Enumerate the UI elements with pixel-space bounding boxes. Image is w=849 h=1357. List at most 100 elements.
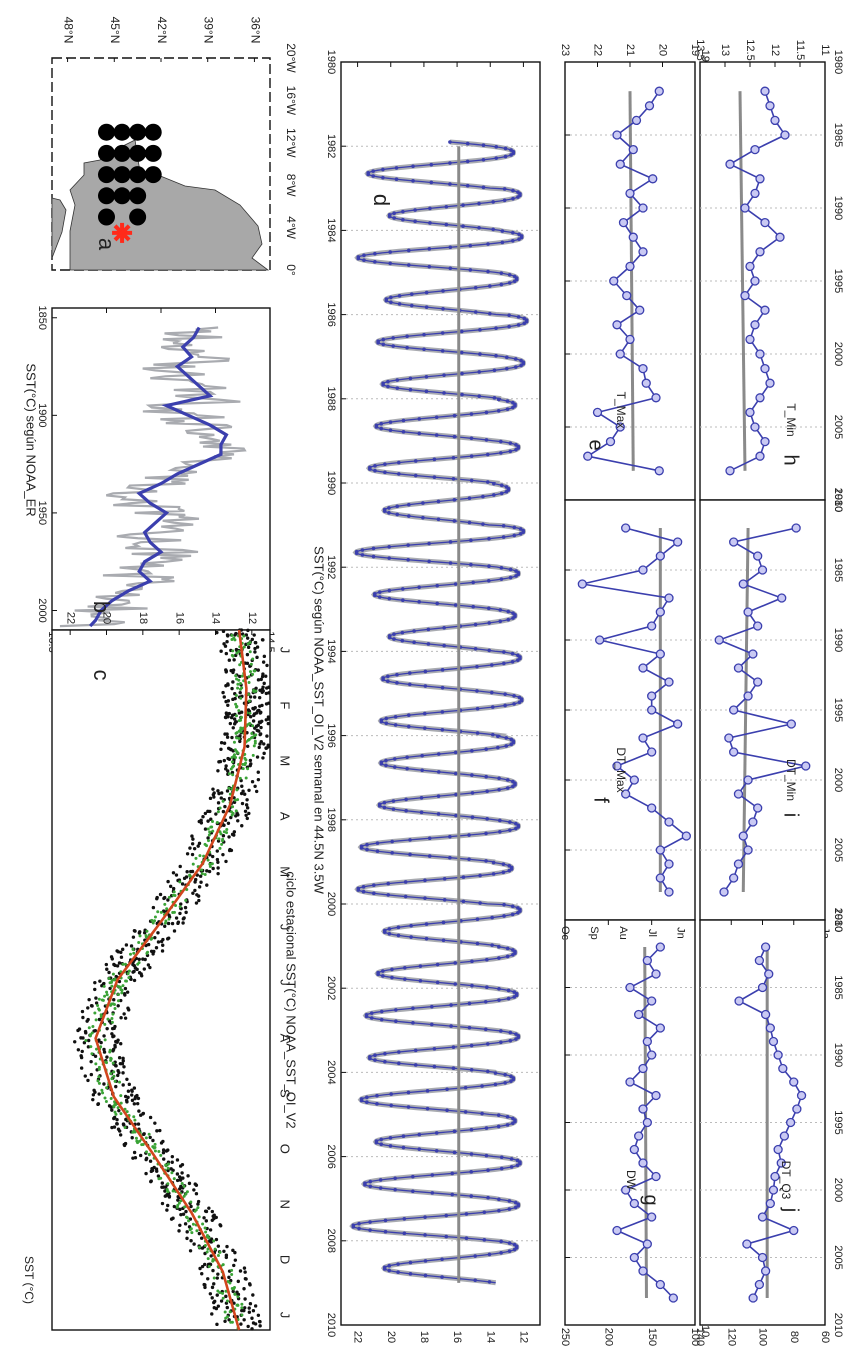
weekly-sst-point <box>392 211 396 216</box>
weekly-sst-point <box>487 536 491 541</box>
weekly-sst-point <box>417 417 422 421</box>
weekly-sst-point <box>390 967 394 972</box>
weekly-sst-point <box>390 975 394 980</box>
weekly-sst-point <box>252 688 256 692</box>
weekly-sst-point <box>413 473 418 478</box>
daily-sst-point <box>187 1181 192 1186</box>
weekly-sst-point <box>392 637 396 641</box>
panel-h-ytick-label: 11 <box>819 44 831 55</box>
daily-sst-point <box>245 744 250 748</box>
panel-j-point <box>757 982 768 993</box>
weekly-sst-point <box>511 230 515 235</box>
weekly-sst-point <box>502 187 507 191</box>
weekly-sst-point <box>396 1270 400 1275</box>
bottom-year-label: 2005 <box>832 415 844 439</box>
daily-sst-point <box>170 1160 174 1164</box>
panel-f-point <box>655 845 665 855</box>
daily-sst-point <box>224 859 228 864</box>
weekly-sst-point <box>408 376 413 381</box>
lon-tick-label: 12°W <box>284 128 298 158</box>
weekly-sst-point <box>403 977 407 981</box>
weekly-sst-point <box>396 933 401 938</box>
grid-point <box>113 187 131 205</box>
daily-sst-point <box>255 645 260 649</box>
weekly-sst-point <box>150 918 154 922</box>
weekly-sst-point <box>477 394 482 399</box>
panel-j-point <box>760 1266 771 1276</box>
weekly-sst-point <box>164 1163 168 1167</box>
grid-point <box>113 166 131 184</box>
weekly-sst-point <box>514 574 518 578</box>
daily-sst-point <box>146 963 151 967</box>
daily-sst-point <box>166 879 170 884</box>
weekly-sst-point <box>511 784 515 789</box>
daily-sst-point <box>119 1041 123 1046</box>
daily-sst-point <box>161 1148 166 1152</box>
weekly-sst-point <box>237 678 241 682</box>
daily-sst-point <box>258 1320 262 1324</box>
weekly-sst-point <box>408 1260 413 1265</box>
weekly-sst-point <box>512 525 517 530</box>
weekly-sst-point <box>453 750 458 755</box>
weekly-sst-point <box>231 649 235 653</box>
panel-i-point <box>719 887 729 897</box>
weekly-sst-point <box>424 290 429 295</box>
weekly-sst-point <box>423 1273 428 1278</box>
weekly-sst-point <box>432 475 437 479</box>
weekly-sst-point <box>395 378 400 382</box>
daily-sst-point <box>247 1306 251 1310</box>
weekly-sst-point <box>97 1007 101 1011</box>
weekly-sst-point <box>251 724 255 728</box>
weekly-sst-point <box>492 481 496 486</box>
daily-sst-point <box>243 792 247 796</box>
daily-sst-point <box>183 905 188 910</box>
panel-d-ytick-label: 12 <box>518 1331 530 1343</box>
panel-g-point <box>625 982 635 993</box>
daily-sst-point <box>222 758 226 763</box>
weekly-sst-point <box>109 1072 113 1076</box>
daily-sst-point <box>121 1059 125 1063</box>
weekly-sst-point <box>236 686 240 690</box>
weekly-sst-point <box>473 622 478 627</box>
weekly-sst-point <box>409 303 414 308</box>
daily-sst-point <box>133 1094 138 1099</box>
month-label: J <box>278 979 293 986</box>
daily-sst-point <box>219 791 224 795</box>
daily-sst-point <box>267 691 271 695</box>
daily-sst-point <box>132 963 136 968</box>
weekly-sst-point <box>230 637 234 641</box>
daily-sst-point <box>238 1269 243 1273</box>
daily-sst-point <box>199 880 203 884</box>
weekly-sst-point <box>189 1200 193 1204</box>
weekly-sst-point <box>441 289 445 293</box>
daily-sst-point <box>227 1275 231 1280</box>
weekly-sst-point <box>516 910 520 915</box>
weekly-sst-point <box>452 1150 457 1155</box>
weekly-sst-point <box>471 604 476 609</box>
weekly-sst-point <box>372 883 376 888</box>
panel-j-point <box>776 1158 786 1168</box>
weekly-sst-point <box>494 145 499 149</box>
daily-sst-point <box>248 715 253 719</box>
weekly-sst-point <box>511 188 515 193</box>
weekly-sst-point <box>240 1313 244 1317</box>
daily-sst-point <box>253 640 258 645</box>
daily-sst-point <box>114 1084 118 1089</box>
panel-f-point <box>577 579 587 589</box>
weekly-sst-point <box>239 682 243 686</box>
panel-f-point <box>647 705 657 715</box>
daily-sst-point <box>253 1304 258 1308</box>
weekly-sst-point <box>206 858 210 862</box>
weekly-sst-point <box>505 946 510 951</box>
panel-h-ytick-label: 11.5 <box>794 40 806 61</box>
month-axis-label: Au <box>617 926 629 939</box>
daily-sst-point <box>232 717 237 721</box>
panel-i-point <box>733 859 744 869</box>
weekly-sst-point <box>507 1249 512 1253</box>
weekly-sst-point <box>499 483 504 488</box>
weekly-sst-point <box>235 736 239 740</box>
daily-sst-point <box>224 711 229 715</box>
weekly-sst-point <box>378 1178 383 1182</box>
daily-sst-point <box>178 1207 182 1212</box>
daily-sst-point <box>144 1171 148 1176</box>
